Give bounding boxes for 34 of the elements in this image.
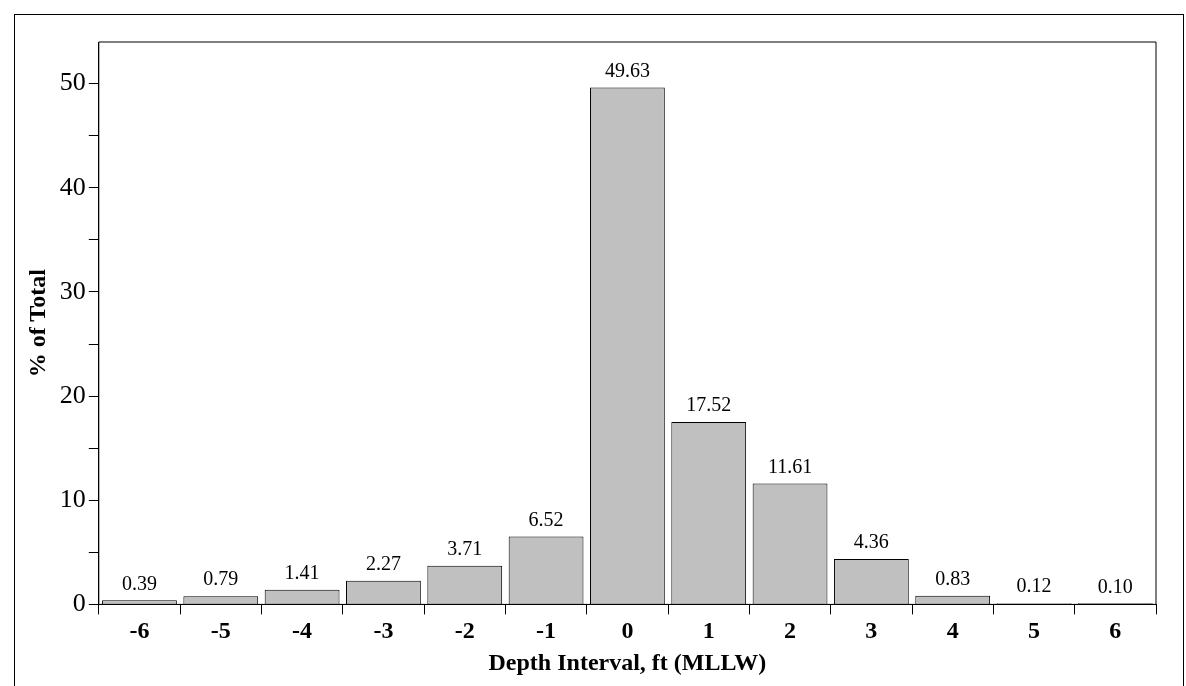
x-tick-label: 6 [1109, 617, 1122, 643]
data-label: 17.52 [686, 393, 732, 416]
x-axis-title: Depth Interval, ft (MLLW) [488, 648, 767, 675]
data-label: 49.63 [604, 58, 650, 81]
data-label: 0.39 [121, 571, 157, 594]
data-label: 0.83 [935, 567, 971, 590]
x-tick-label: 0 [621, 617, 634, 643]
y-tick-label: 30 [59, 275, 86, 305]
x-tick-label: -2 [454, 617, 475, 643]
x-tick-label: 2 [784, 617, 797, 643]
y-tick-label: 20 [59, 379, 86, 409]
x-tick-label: -4 [292, 617, 313, 643]
x-tick-label: -3 [373, 617, 394, 643]
data-label: 2.27 [365, 552, 401, 575]
data-label: 0.12 [1016, 574, 1052, 597]
data-label: 0.10 [1097, 574, 1133, 597]
x-tick-label: 5 [1028, 617, 1041, 643]
y-tick-label: 50 [59, 67, 86, 97]
data-label: 4.36 [853, 530, 889, 553]
data-label: 1.41 [284, 560, 320, 583]
y-tick-label: 0 [72, 588, 86, 618]
y-axis-title: % of Total [23, 268, 50, 378]
x-tick-label: -1 [536, 617, 557, 643]
data-label: 11.61 [767, 454, 813, 477]
data-label: 6.52 [528, 507, 564, 530]
x-tick-label: 1 [702, 617, 715, 643]
x-tick-label: 4 [946, 617, 959, 643]
x-tick-label: -6 [129, 617, 150, 643]
y-tick-label: 10 [59, 484, 86, 514]
data-label: 0.79 [203, 567, 239, 590]
data-label: 3.71 [447, 537, 483, 560]
y-tick-label: 40 [59, 171, 86, 201]
x-tick-label: -5 [210, 617, 231, 643]
x-tick-label: 3 [865, 617, 878, 643]
